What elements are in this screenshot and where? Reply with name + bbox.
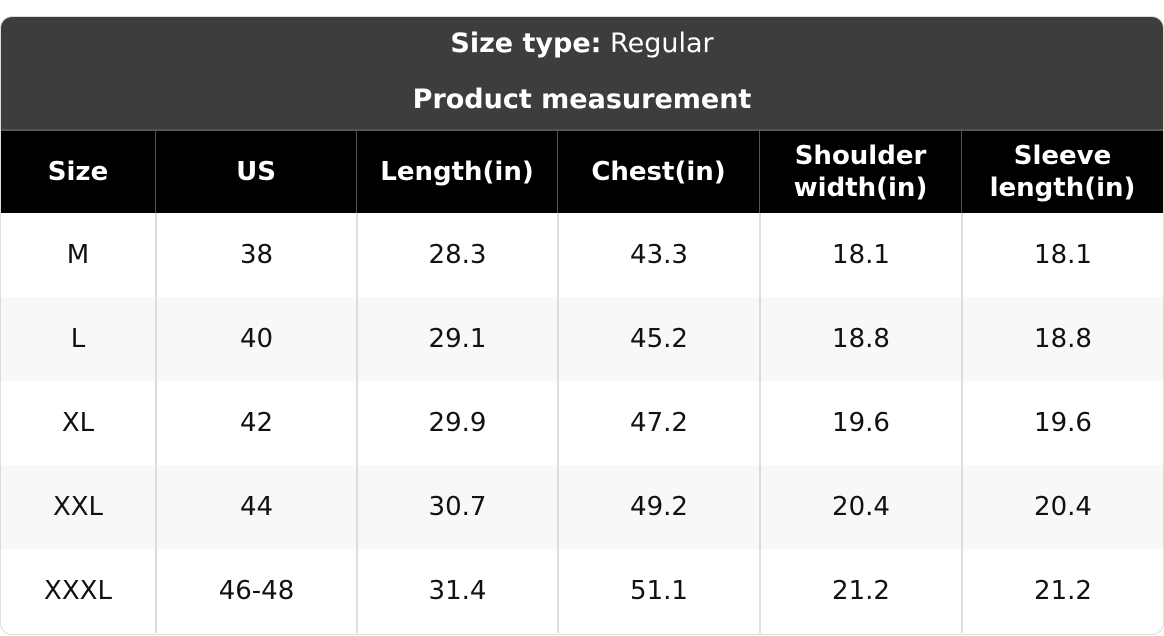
table-cell: 45.2 — [557, 297, 759, 381]
column-header: Sleeve length(in) — [961, 129, 1163, 213]
table-cell: XXXL — [44, 576, 112, 606]
column-header: US — [155, 129, 356, 213]
table-cell: 40 — [155, 297, 356, 381]
table-cell: 28.3 — [356, 213, 557, 297]
table-cell: 49.2 — [557, 465, 759, 549]
table-cell: XXL — [1, 465, 155, 549]
table-cell: 29.1 — [356, 297, 557, 381]
table-cell: 29.9 — [356, 381, 557, 465]
table-cell: 21.2 — [759, 549, 961, 633]
table-cell: 51.1 — [557, 549, 759, 633]
table-cell: M — [66, 240, 90, 270]
chart-header: Size type: Regular Product measurement — [1, 17, 1163, 129]
size-type-value: Regular — [610, 28, 714, 59]
table-cell: 18.1 — [961, 213, 1163, 297]
table-cell: 43.3 — [557, 213, 759, 297]
measurement-table: Size US Length(in) Chest(in) Shoulder width(… — [1, 129, 1163, 633]
table-cell: 18.8 — [759, 297, 961, 381]
column-header: Size — [1, 129, 155, 213]
table-cell: 20.4 — [961, 465, 1163, 549]
table-cell: 19.6 — [961, 381, 1163, 465]
subtitle: Product measurement — [412, 84, 752, 115]
column-header: Length(in) — [356, 129, 557, 213]
size-type-label: Size type: — [450, 28, 602, 59]
table-cell: 44 — [155, 465, 356, 549]
table-cell: 42 — [155, 381, 356, 465]
column-header: Shoulder width(in) — [759, 129, 961, 213]
table-cell: 20.4 — [759, 465, 961, 549]
table-cell: 18.1 — [759, 213, 961, 297]
table-cell: 47.2 — [557, 381, 759, 465]
table-cell: 18.8 — [961, 297, 1163, 381]
size-chart: Size type: Regular Product measurement S… — [0, 16, 1164, 635]
column-header: Chest(in) — [557, 129, 759, 213]
table-cell: 30.7 — [356, 465, 557, 549]
table-cell: 21.2 — [961, 549, 1163, 633]
table-cell: 46-48 — [155, 549, 356, 633]
size-type: Size type: Regular — [1, 17, 1163, 73]
table-cell: XL — [61, 408, 95, 438]
table-cell: 19.6 — [759, 381, 961, 465]
table-cell: 38 — [155, 213, 356, 297]
table-cell: 31.4 — [356, 549, 557, 633]
table-cell: L — [1, 297, 155, 381]
